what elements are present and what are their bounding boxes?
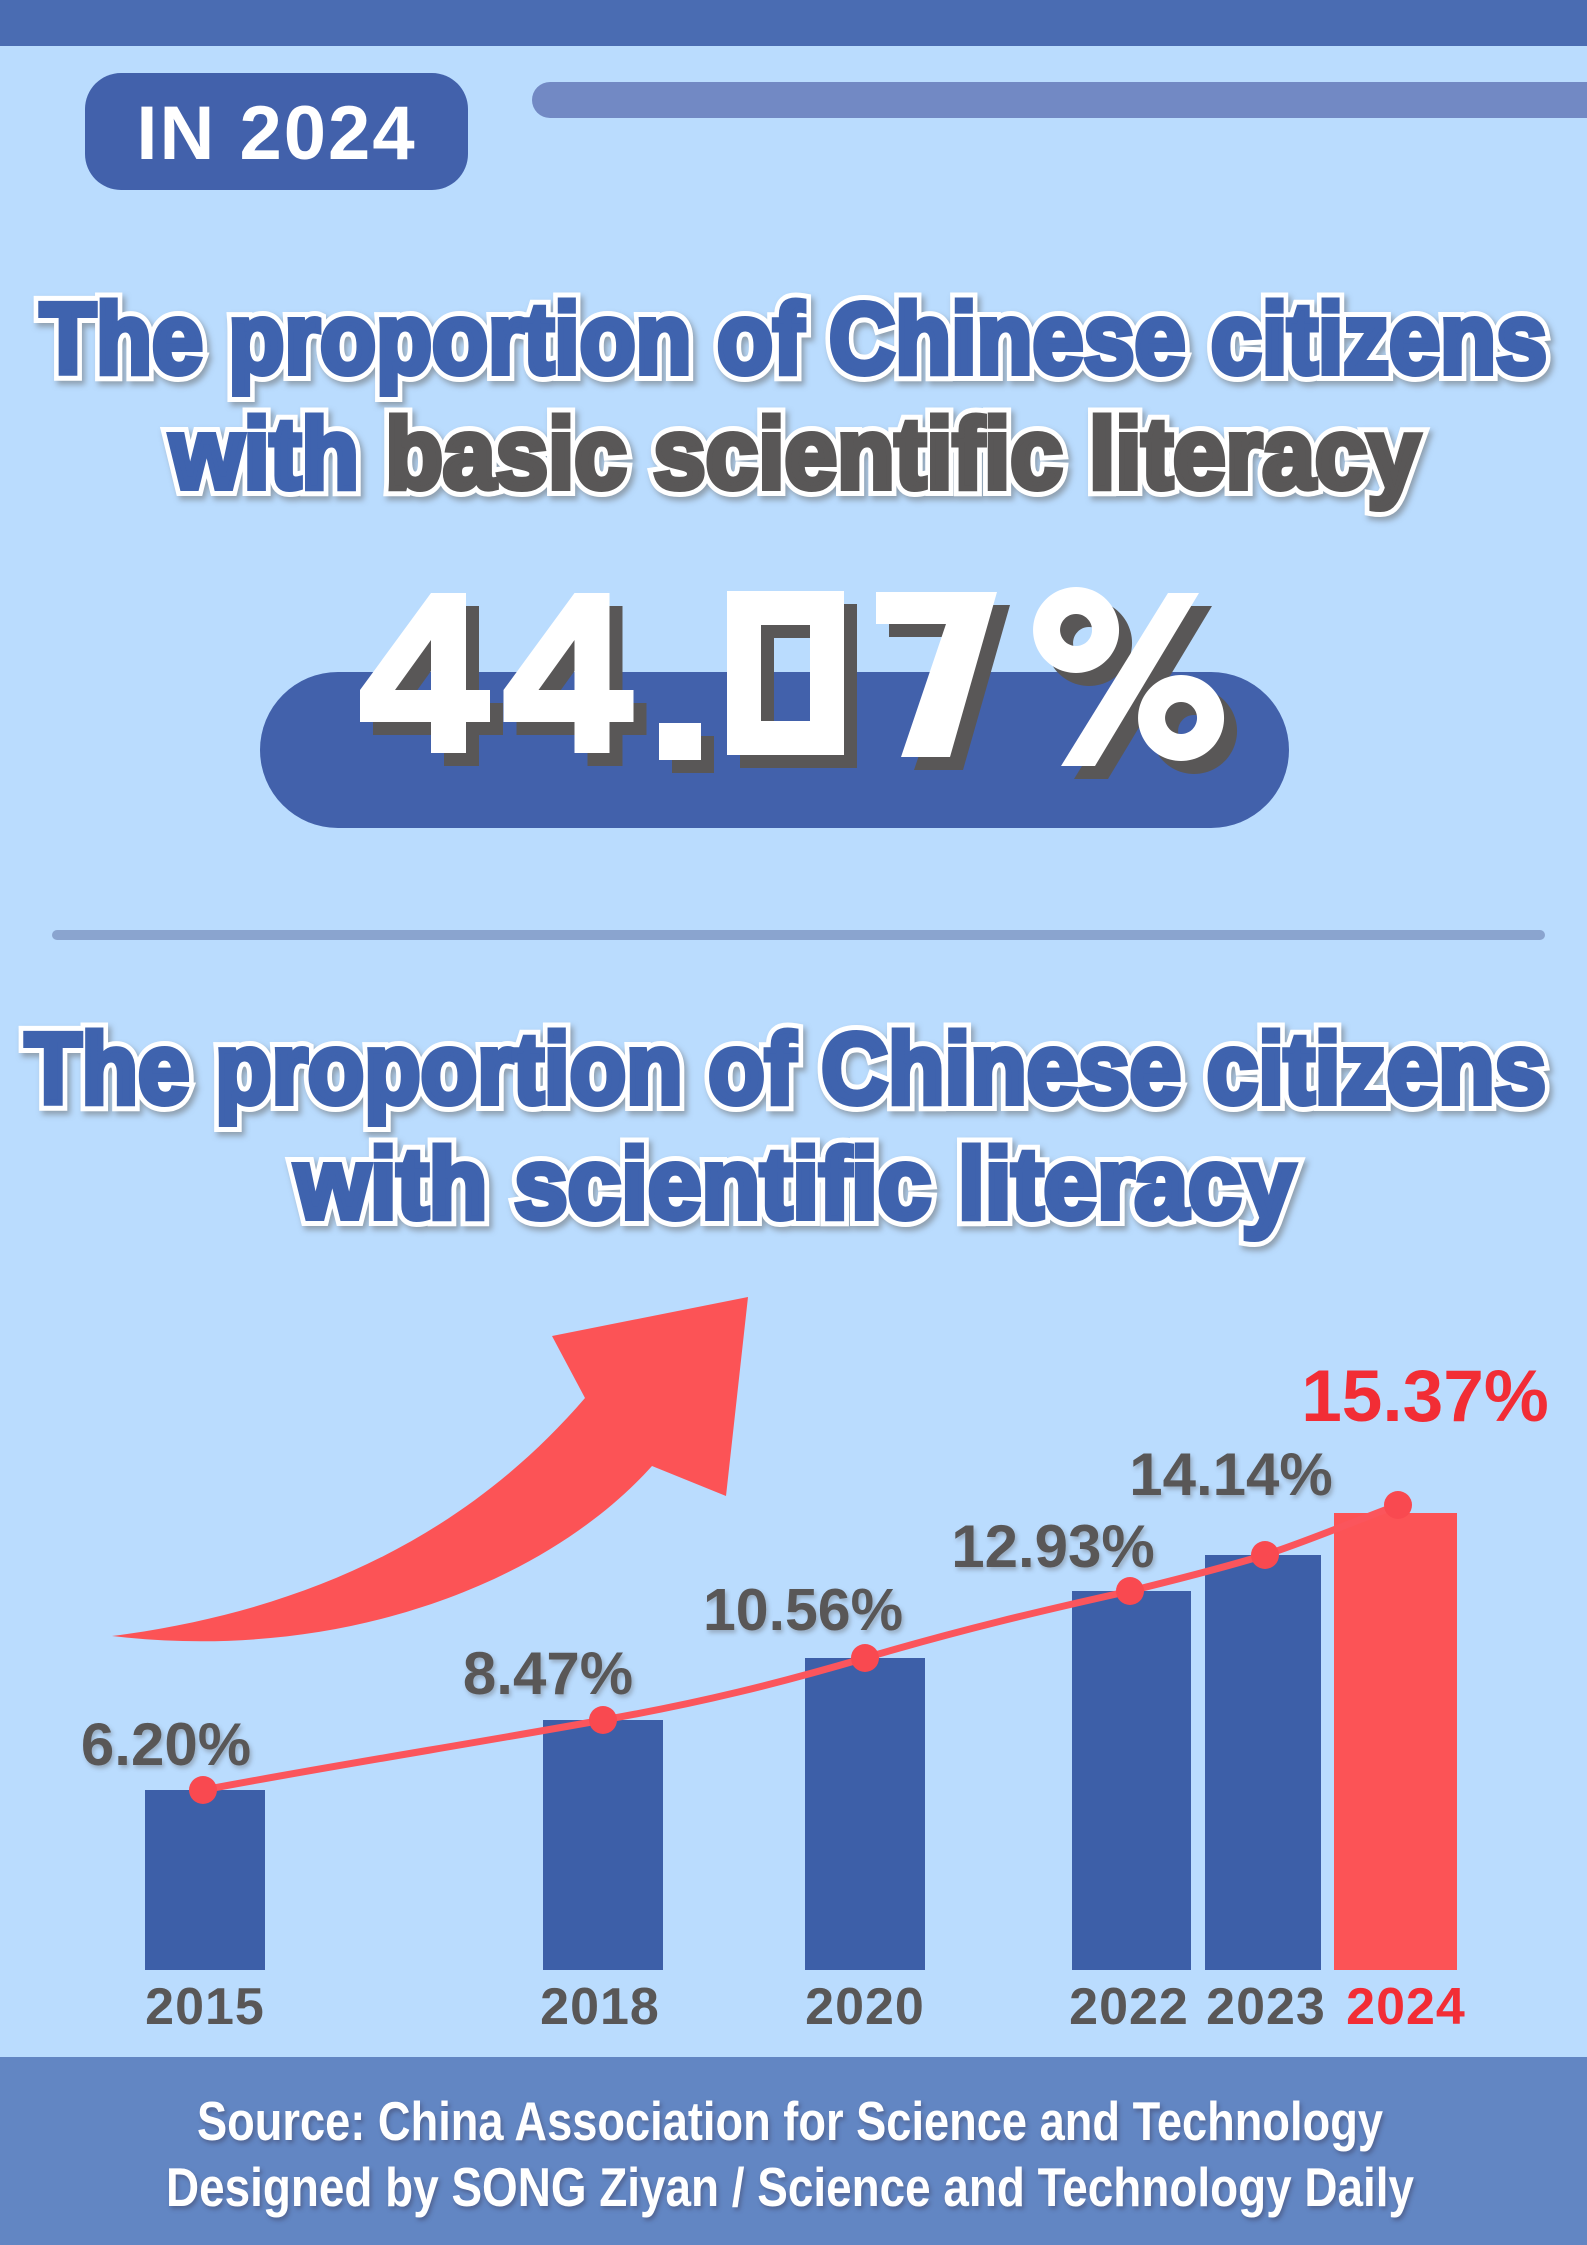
svg-text:Source: China Association for: Source: China Association for Science an…: [197, 2090, 1383, 2152]
svg-text:with scientific literacy: with scientific literacy: [294, 1128, 1295, 1240]
svg-text:The proportion of Chinese citi: The proportion of Chinese citizens: [25, 1013, 1546, 1125]
svg-text:The proportion of Chinese citi: The proportion of Chinese citizens: [25, 1013, 1546, 1125]
svg-text:The proportion of Chinese citi: The proportion of Chinese citizens: [40, 283, 1547, 395]
svg-text:with basic scientific literacy: with basic scientific literacy: [169, 398, 1420, 510]
svg-text:Designed by SONG Ziyan / Scien: Designed by SONG Ziyan / Science and Tec…: [166, 2156, 1414, 2218]
svg-text:with basic scientific literacy: with basic scientific literacy: [169, 398, 1420, 510]
svg-text:The proportion of Chinese citi: The proportion of Chinese citizens: [40, 283, 1547, 395]
svg-text:with scientific literacy: with scientific literacy: [294, 1128, 1295, 1240]
